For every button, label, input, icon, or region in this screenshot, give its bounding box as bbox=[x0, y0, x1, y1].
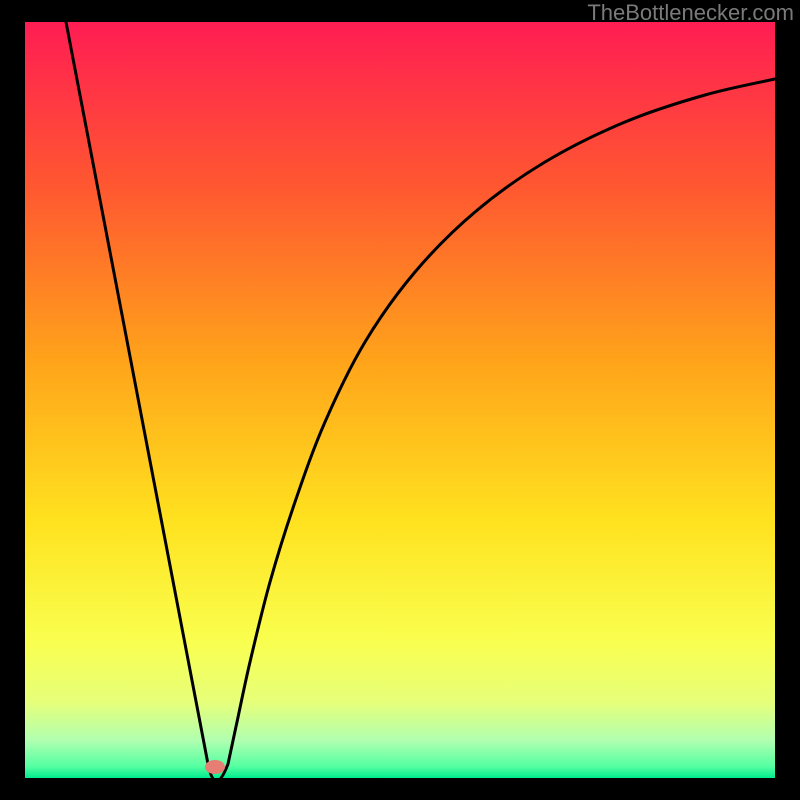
plot-area bbox=[25, 22, 775, 778]
figure-container: TheBottlenecker.com bbox=[0, 0, 800, 800]
bottleneck-curve bbox=[25, 22, 775, 778]
watermark-label: TheBottlenecker.com bbox=[587, 0, 794, 26]
optimum-marker bbox=[205, 760, 225, 774]
